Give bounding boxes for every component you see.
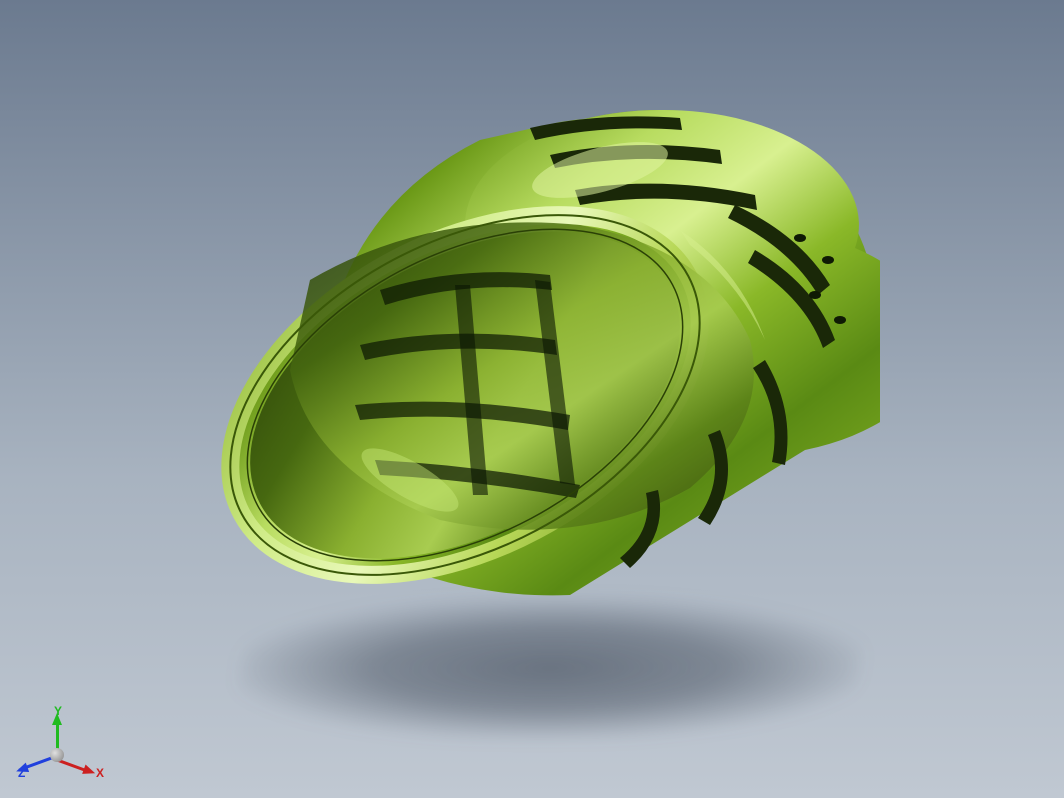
axis-z-label: Z xyxy=(18,766,25,780)
hole-2 xyxy=(822,256,834,264)
cad-viewport[interactable]: X Y Z xyxy=(0,0,1064,798)
hole-3 xyxy=(809,291,821,299)
axis-triad[interactable]: X Y Z xyxy=(18,700,98,780)
axis-x-label: X xyxy=(96,766,104,780)
hole-1 xyxy=(794,234,806,242)
model-3d-cylinder[interactable] xyxy=(180,50,880,650)
cylinder-rendering xyxy=(180,50,880,670)
axis-y-label: Y xyxy=(54,704,62,718)
axis-origin-sphere xyxy=(50,748,64,762)
hole-4 xyxy=(834,316,846,324)
